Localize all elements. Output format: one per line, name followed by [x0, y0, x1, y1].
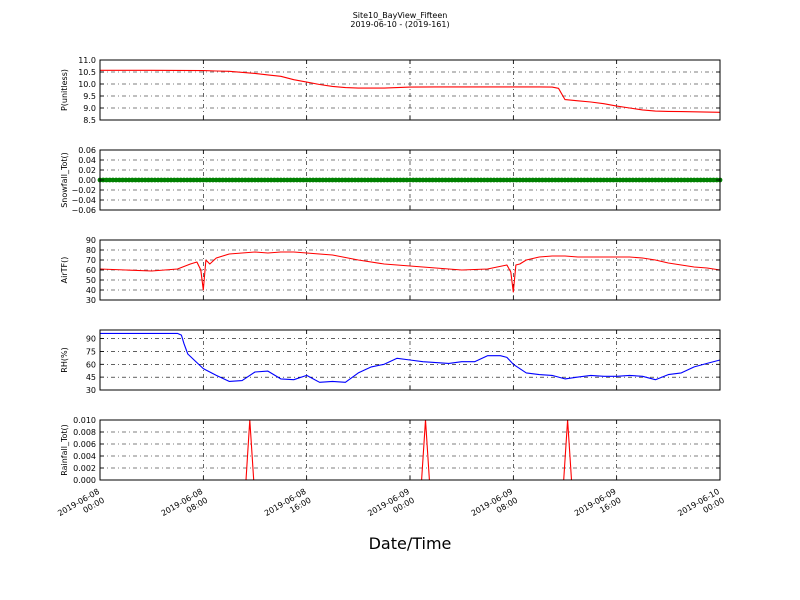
y-tick-label: 40 — [86, 286, 96, 295]
y-tick-label: 8.5 — [83, 116, 96, 125]
y-tick-label: 0.008 — [73, 428, 96, 437]
y-tick-label: 0.000 — [73, 476, 96, 485]
y-tick-label: 60 — [86, 360, 96, 369]
series-line — [100, 332, 721, 383]
y-axis-label: AirTF() — [60, 257, 69, 284]
y-tick-label: 30 — [86, 386, 96, 395]
chart-title: Site10_BayView_Fifteen — [352, 11, 448, 20]
y-tick-label: 0.06 — [78, 146, 96, 155]
x-tick-label: 2019-06-0800:00 — [56, 487, 106, 527]
y-tick-label: 9.5 — [83, 92, 96, 101]
y-tick-label: 0.04 — [78, 156, 96, 165]
x-tick-label: 2019-06-1000:00 — [676, 487, 726, 527]
y-tick-label: −0.04 — [71, 196, 96, 205]
y-tick-label: 0.00 — [78, 176, 96, 185]
y-tick-label: 0.02 — [78, 166, 96, 175]
x-tick-label: 2019-06-0900:00 — [366, 487, 416, 527]
x-tick-label: 2019-06-0816:00 — [263, 487, 313, 527]
x-tick-label: 2019-06-0808:00 — [160, 487, 210, 527]
y-tick-label: 10.5 — [78, 68, 96, 77]
series-line — [100, 69, 721, 113]
y-tick-label: 0.010 — [73, 416, 96, 425]
y-tick-label: 0.004 — [73, 452, 96, 461]
x-axis-label: Date/Time — [368, 534, 452, 553]
y-tick-label: 45 — [86, 373, 96, 382]
y-tick-label: −0.02 — [71, 186, 96, 195]
x-tick-label: 2019-06-0916:00 — [573, 487, 623, 527]
y-tick-label: 80 — [86, 246, 96, 255]
y-axis-label: Rainfall_Tot() — [60, 424, 69, 476]
y-tick-label: 11.0 — [78, 56, 96, 65]
chart-subtitle: 2019-06-10 - (2019-161) — [350, 20, 450, 29]
y-tick-label: 60 — [86, 266, 96, 275]
y-tick-label: 30 — [86, 296, 96, 305]
y-tick-label: 90 — [86, 236, 96, 245]
series-line — [99, 251, 721, 293]
y-tick-label: 50 — [86, 276, 96, 285]
x-tick-label: 2019-06-0908:00 — [470, 487, 520, 527]
y-tick-label: 75 — [86, 347, 96, 356]
y-tick-label: 90 — [86, 335, 96, 344]
y-tick-label: 70 — [86, 256, 96, 265]
y-axis-label: RH(%) — [60, 347, 69, 372]
y-tick-label: −0.06 — [71, 206, 96, 215]
y-tick-label: 10.0 — [78, 80, 96, 89]
y-axis-label: Snowfall_Tot() — [60, 152, 69, 208]
y-axis-label: P(unitless) — [60, 69, 69, 111]
y-tick-label: 9.0 — [83, 104, 96, 113]
y-tick-label: 0.006 — [73, 440, 96, 449]
y-tick-label: 0.002 — [73, 464, 96, 473]
